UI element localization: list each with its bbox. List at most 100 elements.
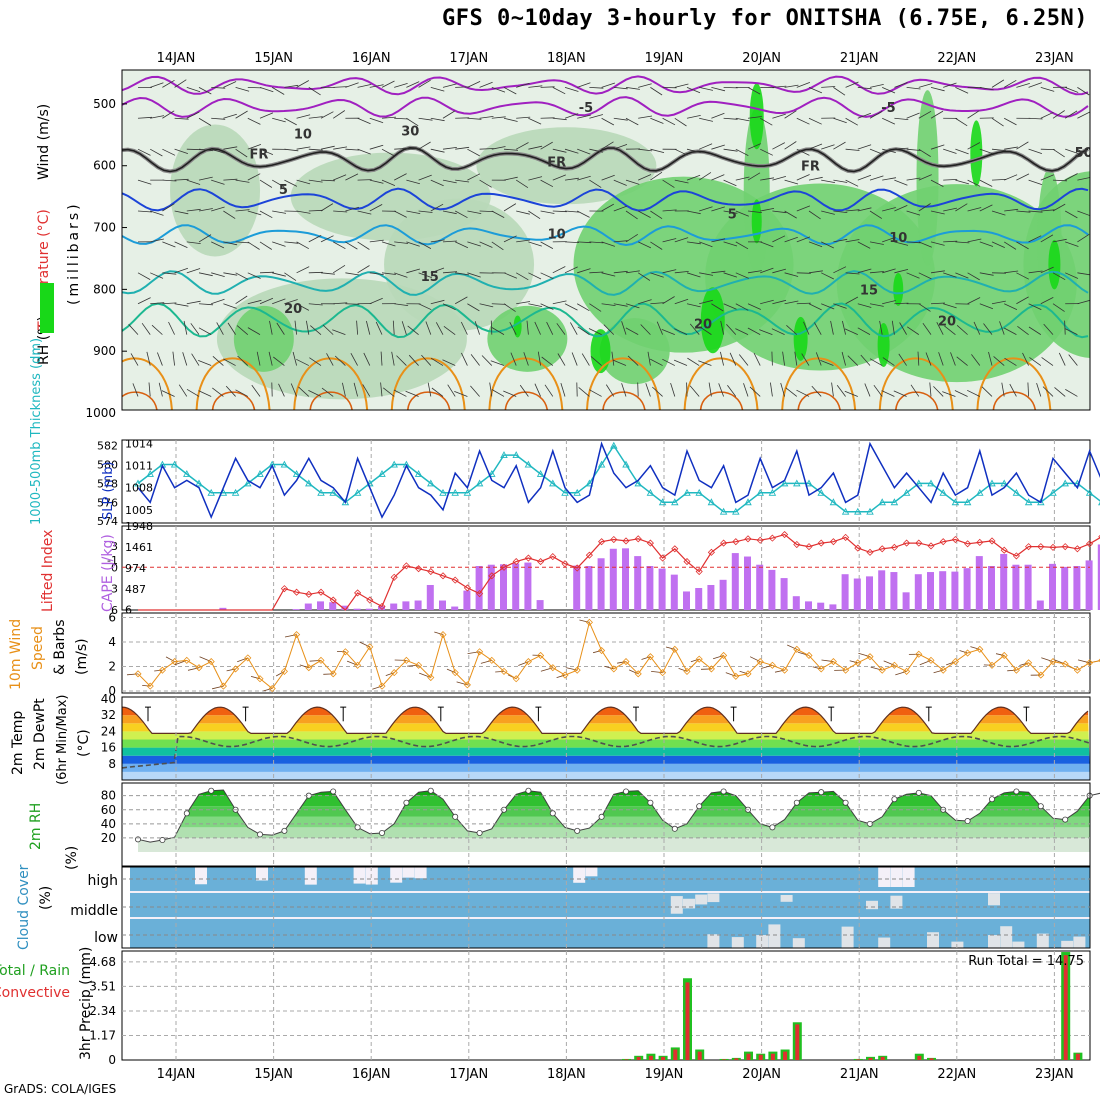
thickness-ylabel: 1000-500mb Thickness (dm): [29, 338, 44, 525]
wind-barb: [699, 117, 713, 122]
wind-barb: [247, 117, 261, 125]
isotherm-30-arch: [211, 391, 256, 410]
wind-barb: [979, 303, 994, 310]
wind-barb: [503, 203, 517, 212]
wind-barb: [943, 207, 957, 212]
wind-barb: [174, 241, 188, 248]
thickness-point: [597, 460, 606, 468]
wind-barb: [394, 241, 409, 244]
isotherm-25-arch: [293, 357, 369, 410]
wind-barb: [943, 82, 957, 88]
wind-speed-point: [244, 654, 252, 662]
wind-barb: [211, 272, 225, 277]
wind-barb: [772, 85, 787, 88]
wind-barb: [479, 148, 494, 150]
wind-barb: [1016, 141, 1029, 150]
wind-barb: [345, 241, 358, 250]
wind-barb: [296, 179, 311, 185]
wind-barb: [235, 241, 250, 244]
wind-barb: [711, 238, 726, 243]
wind-barb: [613, 205, 628, 212]
wind-units-label: (m/s): [74, 638, 90, 675]
wind-barb: [296, 358, 309, 366]
rh-region-17: [590, 329, 611, 374]
precip-convective-bar: [697, 1051, 702, 1060]
wind-barb: [418, 241, 432, 249]
wind10m-ylabel: 10m Wind Speed & Barbs (m/s): [8, 619, 90, 690]
rh-point: [525, 787, 532, 794]
wind-barb: [991, 210, 1006, 216]
wind-speed-point: [573, 666, 581, 674]
rh2m-units-label: (%): [64, 846, 80, 870]
wind-speed-point: [634, 670, 642, 678]
rh-point: [793, 799, 800, 806]
precip-convective-bar: [685, 982, 690, 1060]
wind-barb: [661, 329, 675, 336]
surface-wind-barb: [250, 676, 261, 680]
wind-barb: [723, 303, 737, 310]
surface-wind-barb: [518, 661, 529, 666]
rh-region-14: [1037, 168, 1062, 312]
top-date-label: 20JAN: [742, 51, 781, 66]
wind-barb: [406, 179, 421, 185]
isotherm-label: -5: [579, 101, 593, 116]
wind-barb: [621, 383, 627, 397]
wind-barb: [625, 303, 640, 309]
wind-barb: [1065, 148, 1079, 154]
wind-barb: [782, 351, 785, 366]
ylabel-wind: Wind (m/s): [36, 104, 52, 180]
cloud-gap-low: [988, 935, 1000, 948]
wind-barb: [259, 86, 274, 93]
cape-bar: [1024, 564, 1032, 610]
precip-convective-bar: [1075, 1053, 1080, 1060]
wind-barb: [723, 148, 738, 152]
wind-barb: [808, 143, 823, 150]
li-tick-label: 3: [111, 583, 118, 596]
precip-convective-bar: [734, 1058, 739, 1060]
wind-barb: [460, 321, 468, 335]
wind-barb: [638, 241, 652, 249]
wind-barb: [588, 328, 602, 335]
isotherm-label: 10: [294, 128, 312, 143]
cloud-gap-mid: [780, 895, 793, 902]
cape-bar: [719, 579, 727, 610]
wind-barb: [686, 86, 701, 94]
wind-barb: [711, 303, 724, 312]
wind-barb: [577, 114, 591, 119]
isotherm-30-arch: [699, 391, 744, 410]
wind-barb: [711, 86, 726, 92]
wind-barb: [922, 322, 932, 335]
surface-wind-barb: [593, 650, 602, 654]
wind-barb: [168, 321, 175, 335]
cloud-gap-low: [841, 926, 854, 948]
wind-barb: [296, 114, 311, 119]
wind-barb: [528, 117, 542, 125]
wind-barb: [833, 117, 847, 124]
wind-barb: [552, 210, 567, 213]
wind-barb: [656, 321, 663, 335]
wind-barb: [647, 351, 651, 366]
wind-barb: [357, 210, 372, 215]
cape-bar: [914, 574, 922, 610]
wind-barb: [650, 148, 665, 153]
wind-barb: [467, 173, 481, 181]
panel-gap: [122, 411, 1090, 438]
wind-barb: [1040, 234, 1054, 243]
bottom-date-label: 21JAN: [840, 1067, 879, 1082]
isotherm-30-arch: [309, 391, 353, 410]
wind-barb: [857, 112, 872, 119]
wind-barb: [686, 174, 701, 181]
cape-bar: [475, 566, 483, 610]
rh-point: [208, 787, 215, 794]
wind-barb: [369, 117, 384, 124]
cape-bar: [829, 604, 837, 610]
wind-barb: [516, 82, 530, 88]
wind-barb: [320, 203, 334, 212]
li-point: [549, 553, 557, 561]
wind-barb: [821, 210, 835, 215]
wind-barb: [869, 84, 884, 88]
surface-wind-barb: [760, 664, 773, 669]
wind-barb: [216, 322, 224, 335]
wind-barb: [821, 272, 834, 280]
cape-bar: [317, 601, 324, 610]
